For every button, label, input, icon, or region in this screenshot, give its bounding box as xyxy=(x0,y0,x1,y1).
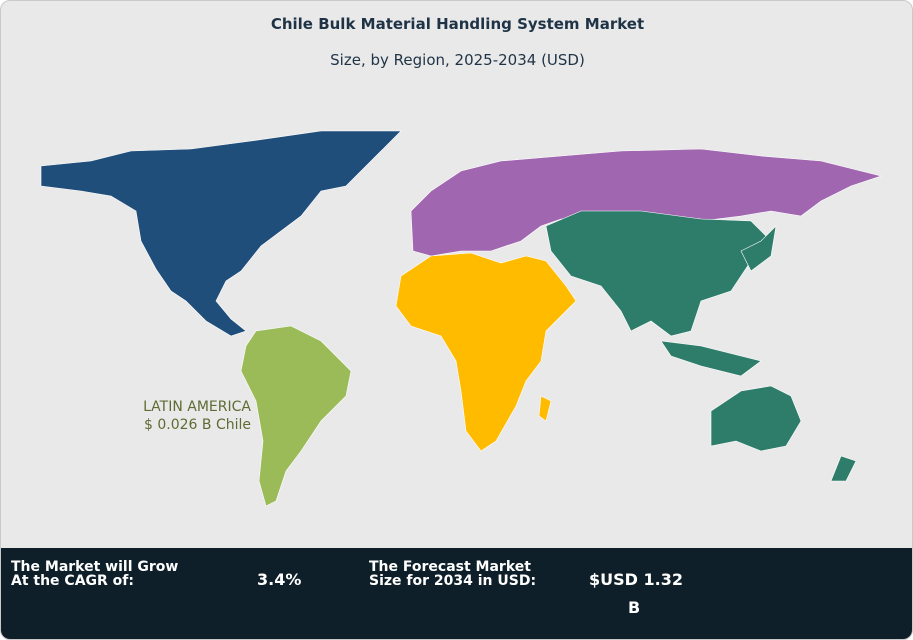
forecast-value: $USD 1.32 xyxy=(589,570,683,589)
region-north-america[interactable] xyxy=(40,130,402,337)
region-label: LATIN AMERICA xyxy=(143,399,251,415)
chart-subtitle: Size, by Region, 2025-2034 (USD) xyxy=(330,51,585,69)
summary-bar: The Market will Grow At the CAGR of: 3.4… xyxy=(1,548,912,639)
forecast-label: The Forecast Market Size for 2034 in USD… xyxy=(369,560,536,588)
latin-america-callout: LATIN AMERICA $ 0.026 B Chile xyxy=(111,398,251,434)
cagr-label-line2: At the CAGR of: xyxy=(11,573,134,589)
forecast-value-unit: B xyxy=(628,598,641,617)
cagr-label-line1: The Market will Grow xyxy=(11,559,179,575)
region-africa-middle-east[interactable] xyxy=(395,252,577,452)
chart-title: Chile Bulk Material Handling System Mark… xyxy=(270,15,645,33)
forecast-label-line2: Size for 2034 in USD: xyxy=(369,573,537,589)
cagr-label: The Market will Grow At the CAGR of: xyxy=(11,560,178,588)
region-asia-pacific[interactable] xyxy=(545,210,857,482)
cagr-value: 3.4% xyxy=(257,570,302,589)
region-europe[interactable] xyxy=(410,148,883,257)
region-latin-america[interactable] xyxy=(240,325,352,507)
region-value: $ 0.026 B Chile xyxy=(144,417,251,433)
forecast-label-line1: The Forecast Market xyxy=(369,559,531,575)
